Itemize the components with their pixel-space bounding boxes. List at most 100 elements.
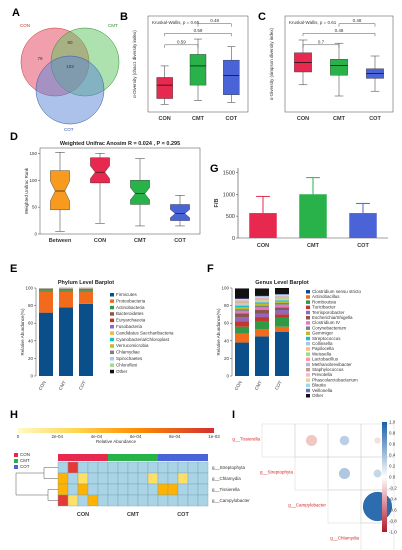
legend-swatch [110, 325, 114, 329]
stack-segment [235, 303, 249, 305]
corr-grid-cell [294, 456, 329, 491]
legend-label: Fusobacteria [116, 324, 143, 329]
stack-segment [59, 289, 73, 291]
heatmap-cell [157, 494, 169, 507]
column-group-bar [98, 454, 108, 461]
stack-segment [255, 317, 269, 322]
legend-swatch [110, 369, 114, 374]
heatmap-cell [167, 461, 179, 474]
scale-tick-label: 0 [17, 434, 20, 439]
legend-label: Spirochaetes [116, 356, 143, 361]
panel-label-b: B [120, 11, 128, 23]
heatmap-cell [177, 461, 189, 474]
heatmap-column-label: COT [177, 512, 189, 518]
corr-circle [338, 467, 351, 480]
group-legend-swatch [14, 459, 18, 463]
legend-swatch [306, 300, 310, 304]
column-group-bar [108, 454, 118, 461]
venn-diagram: CON CMT COT 60 103 79 [20, 23, 120, 132]
legend-label: Euryarchaeota [116, 318, 146, 323]
heatmap-cell [97, 483, 109, 496]
heatmap-cell [57, 461, 69, 474]
bar [249, 213, 277, 238]
x-tick-label: CON [159, 116, 171, 122]
legend-swatch [306, 342, 310, 346]
heatmap-cell [117, 472, 129, 485]
corr-scale-label: 0.8 [389, 431, 396, 436]
legend-swatch [306, 362, 310, 367]
stack-segment [275, 302, 289, 305]
stack-segment [275, 317, 289, 327]
corr-row-label: g__Tissierella [232, 437, 260, 442]
heatmap-cell [127, 461, 139, 474]
heatmap-row-label: g__Streptophyta [212, 465, 246, 470]
corr-scale-label: -0.6 [389, 508, 397, 513]
legend-swatch [306, 316, 310, 320]
stack-segment [275, 310, 289, 315]
corr-scale-label: 0.4 [389, 453, 396, 458]
group-legend-label: CMT [20, 458, 30, 463]
corr-row-label: g__Campylobacter [288, 503, 326, 508]
x-tick-label: CON [38, 380, 47, 391]
heatmap-cell [137, 494, 149, 507]
stack-segment [255, 305, 269, 308]
scale-bar [18, 428, 214, 433]
legend-label: Staphylococcus [312, 367, 344, 372]
column-group-bar [198, 454, 208, 461]
legend-label: Clostridium IV [312, 320, 340, 325]
box-body [223, 59, 240, 95]
legend-label: Clostridium sensu stricto [312, 289, 362, 294]
stack-segment [275, 304, 289, 308]
scale-tick-label: 2e-04 [51, 434, 63, 439]
group-legend-swatch [14, 465, 18, 469]
column-group-bar [68, 454, 78, 461]
heatmap-column-label: CON [77, 512, 89, 518]
comparison-p-value: 0.7 [318, 39, 325, 44]
legend-swatch [110, 299, 114, 303]
stack-segment [235, 301, 249, 303]
stack-segment [275, 332, 289, 376]
comparison-p-value: 0.48 [210, 18, 219, 23]
venn-label-cmt: CMT [108, 23, 118, 28]
heatmap-cell [147, 472, 159, 485]
abundance-heatmap: 0 2e-04 4e-04 6e-04 8e-04 1e-03 Relative Abund… [14, 428, 250, 518]
legend-label: Firmicutes [116, 292, 138, 297]
scale-caption: Relative Abundance [96, 439, 137, 444]
heatmap-cell [167, 483, 179, 496]
comparison-bracket [338, 23, 376, 27]
comparison-bracket [164, 33, 232, 37]
corr-row-label: g__Chlamydia [330, 536, 359, 541]
y-tick-label: 0 [226, 374, 229, 379]
panel-label-i: I [232, 409, 235, 421]
heatmap-cell [197, 461, 209, 474]
legend-label: Corynebacterium [312, 325, 347, 330]
stack-segment [235, 321, 249, 327]
legend-label: Weissella [312, 351, 332, 356]
stack-segment [59, 307, 73, 376]
box-body [189, 54, 207, 86]
x-tick-label: CON [297, 116, 309, 122]
y-axis-label: α-Diversity (chao1 diversity index) [132, 30, 137, 98]
corr-grid-cell [261, 423, 296, 458]
dendrogram-branch [43, 467, 58, 479]
stack-segment [255, 301, 269, 303]
y-tick-label: 1500 [223, 170, 235, 176]
heatmap-cell [117, 483, 129, 496]
heatmap-cell [107, 494, 119, 507]
comparison-p-value: 0.59 [194, 28, 203, 33]
legend-label: Escherichia/Shigella [312, 315, 353, 320]
heatmap-row-label: g__Campylobacter [212, 498, 250, 503]
bar [349, 213, 377, 238]
corr-row-label: g__Streptophyta [260, 470, 294, 475]
heatmap-cell [147, 461, 159, 474]
chart-title: Weighted Unifrac Anosim R = 0.024 , P = … [60, 141, 180, 147]
x-tick-label: Between [49, 238, 72, 244]
x-tick-label: COT [226, 116, 238, 122]
heatmap-cell [57, 472, 69, 485]
heatmap-cell [67, 494, 79, 507]
column-group-bar [58, 454, 68, 461]
legend-swatch [110, 293, 114, 297]
column-group-bar [88, 454, 98, 461]
stack-segment [235, 302, 249, 304]
heatmap-cell [187, 494, 199, 507]
